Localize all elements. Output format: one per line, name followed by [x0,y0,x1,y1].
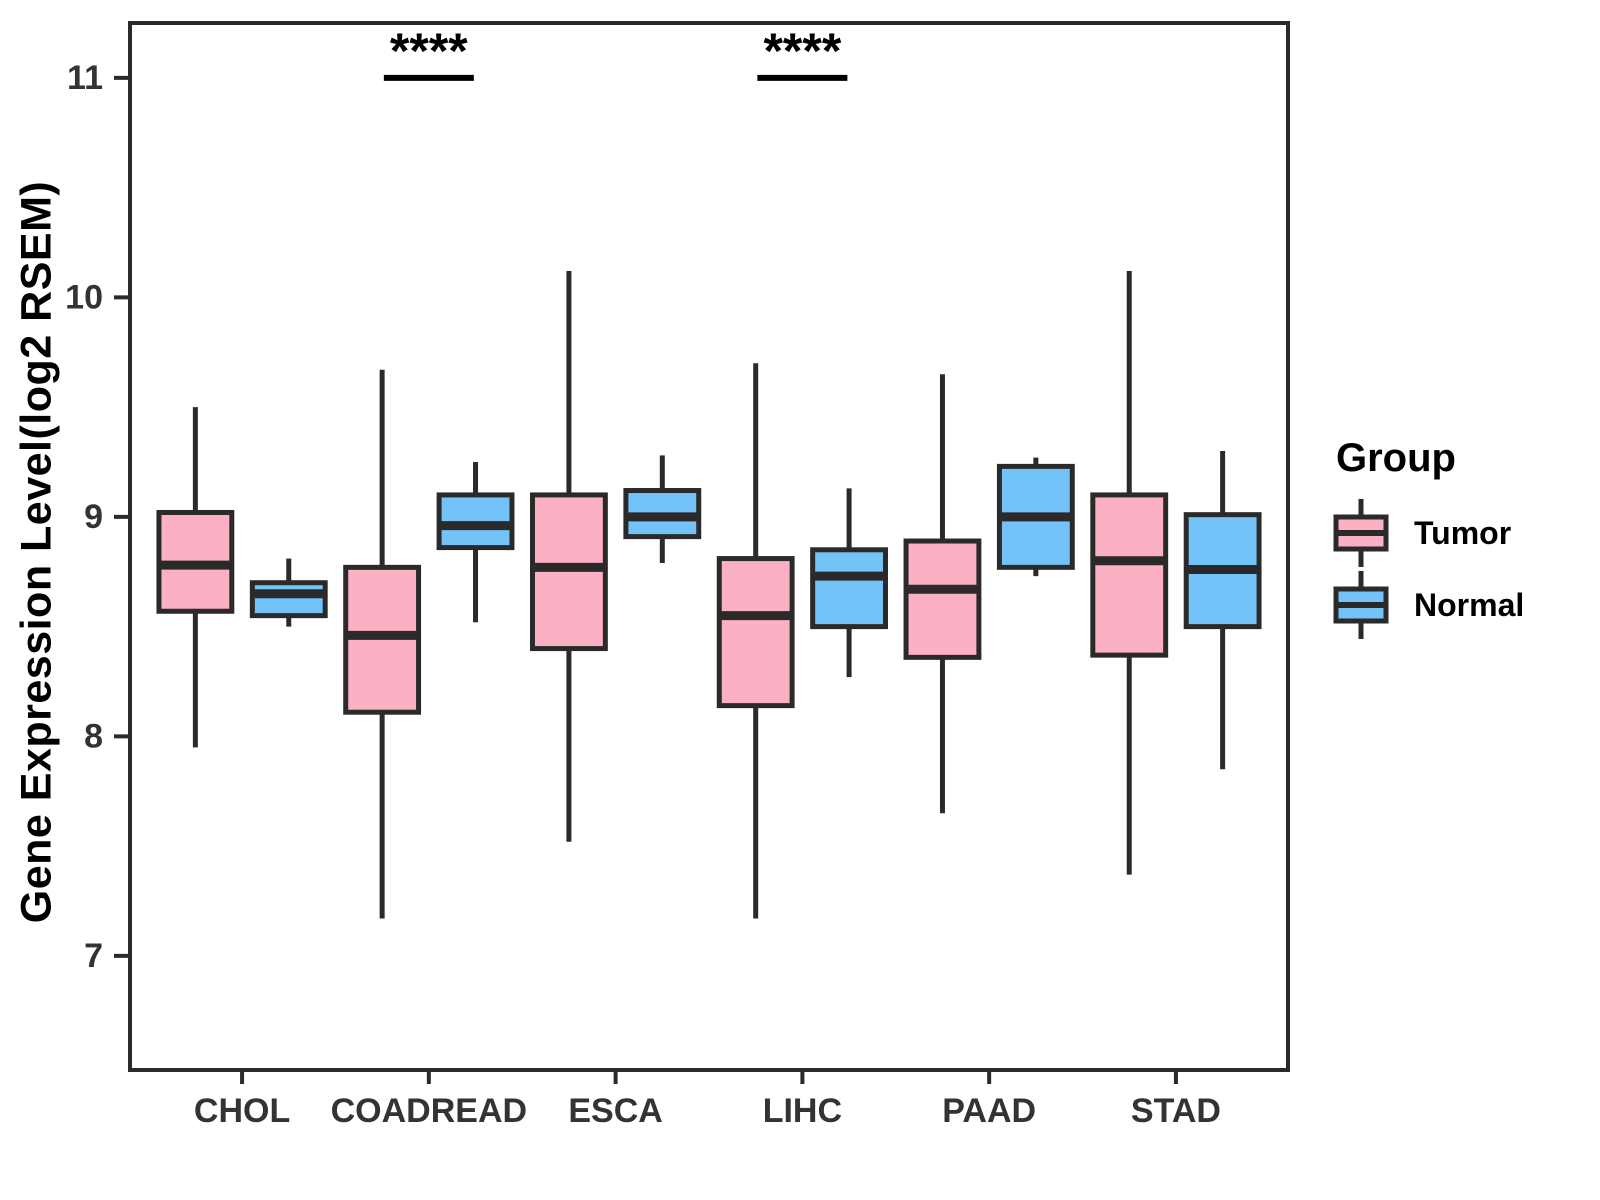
y-tick-label-10: 10 [65,278,103,316]
legend: Group Tumor Normal [1332,436,1592,641]
x-tick-label-ESCA: ESCA [568,1092,662,1130]
y-tick-label-7: 7 [84,937,103,975]
panel-border [128,21,1290,1072]
x-tick-label-PAAD: PAAD [942,1092,1036,1130]
box-Tumor-LIHC [716,556,795,709]
legend-label-normal: Normal [1414,586,1525,623]
tumor-boxplot-key-icon [1333,499,1389,567]
legend-label-tumor: Tumor [1414,514,1512,551]
box-Normal-LIHC [810,547,889,630]
significance-label-LIHC: **** [763,23,841,79]
x-tick-label-CHOL: CHOL [194,1092,290,1130]
legend-entry-normal: Normal [1332,569,1592,641]
x-tick-label-LIHC: LIHC [763,1092,842,1130]
box-Normal-CHOL [249,580,328,619]
legend-entry-tumor: Tumor [1332,497,1592,569]
significance-label-COADREAD: **** [390,23,468,79]
legend-title: Group [1336,436,1456,480]
x-tick-label-COADREAD: COADREAD [331,1092,527,1130]
y-tick-label-8: 8 [84,717,103,755]
box-Tumor-PAAD [903,538,982,660]
y-tick-label-11: 11 [67,59,103,97]
x-tick-label-STAD: STAD [1131,1092,1221,1130]
y-tick-label-9: 9 [84,498,103,536]
box-Tumor-STAD [1090,492,1169,658]
normal-boxplot-key-icon [1333,571,1389,639]
